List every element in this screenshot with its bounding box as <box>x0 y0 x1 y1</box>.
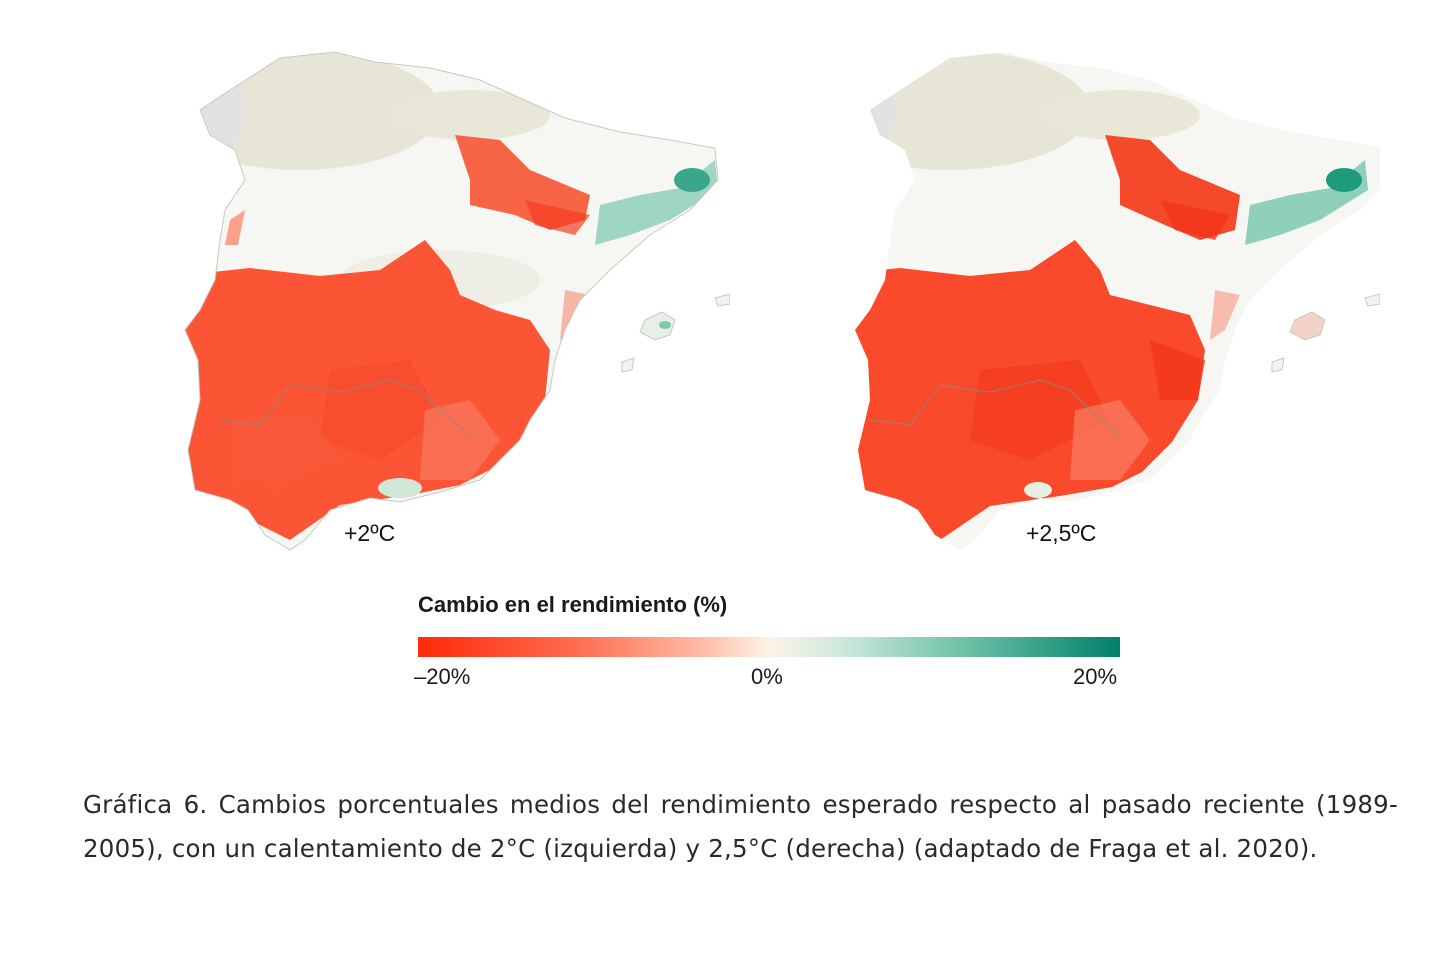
legend-color-scale <box>418 637 1120 657</box>
iberian-map-2-5c <box>855 52 1380 550</box>
figure-caption: Gráfica 6. Cambios porcentuales medios d… <box>83 790 1398 863</box>
map-label-2-5c: +2,5ºC <box>1026 520 1097 546</box>
legend-mid-label: 0% <box>751 664 783 689</box>
map-label-2c: +2ºC <box>344 520 396 546</box>
legend-title: Cambio en el rendimiento (%) <box>418 592 728 617</box>
iberian-map-2c <box>184 51 730 551</box>
legend-max-label: 20% <box>1073 664 1118 689</box>
map-2-5c <box>820 40 1380 580</box>
map-2c <box>170 40 730 580</box>
legend-min-label: –20% <box>414 664 471 689</box>
